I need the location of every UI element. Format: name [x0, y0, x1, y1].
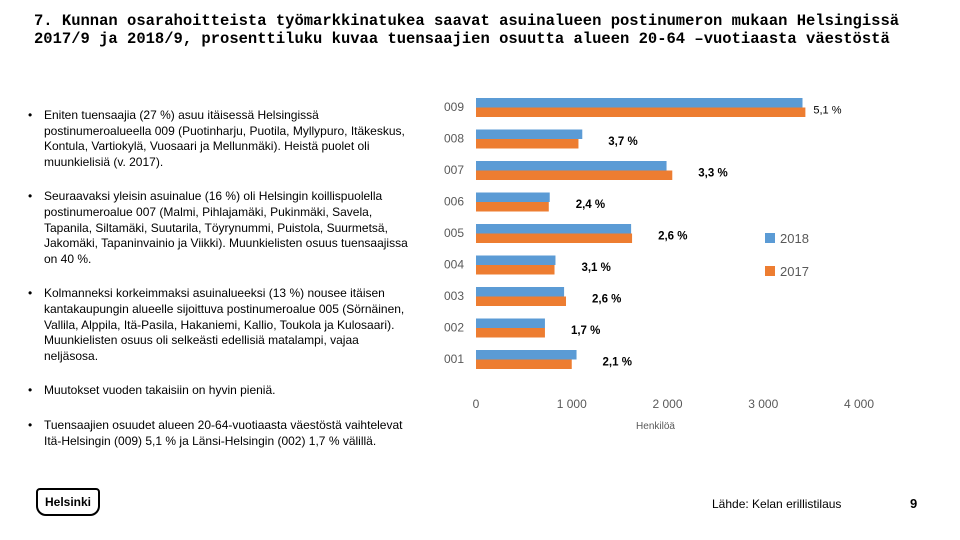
legend-label: 2018	[780, 231, 809, 246]
bullet-dot: •	[28, 286, 33, 301]
bar-2017	[476, 328, 545, 338]
bullet-text: Tuensaajien osuudet alueen 20-64-vuotiaa…	[44, 417, 403, 448]
x-axis-title: Henkilöä	[636, 421, 675, 432]
bar-2018	[476, 318, 545, 328]
x-tick-label: 2 000	[652, 397, 682, 411]
bar-chart: 009 5,1 % 008 3,7 % 007 3,3 % 006 2,4 % 005 2,6 %…	[444, 98, 874, 432]
category-label: 003	[444, 289, 464, 303]
bullet-dot: •	[28, 108, 33, 122]
bullet-item: • Muutokset vuoden takaisiin on hyvin pie…	[24, 383, 414, 399]
x-tick-label: 4 000	[844, 397, 874, 411]
slide-title: 7. Kunnan osarahoitteista työmarkkinatuk…	[34, 12, 900, 48]
bar-2018	[476, 98, 803, 108]
source-note: Lähde: Kelan erillistilaus	[712, 497, 842, 511]
bar-2017	[476, 202, 549, 212]
legend-label: 2017	[780, 264, 809, 279]
x-tick-label: 3 000	[748, 397, 778, 411]
bullet-text: Eniten tuensaajia (27 %) asuu itäisessä …	[44, 108, 405, 169]
bar-2018	[476, 161, 667, 171]
bullet-dot: •	[28, 189, 33, 204]
bar-2018	[476, 192, 550, 202]
page-number: 9	[910, 496, 918, 511]
data-label: 3,1 %	[581, 262, 610, 274]
bullet-item: • Eniten tuensaajia (27 %) asuu itäisessä…	[24, 108, 414, 170]
bullet-item: • Kolmanneksi korkeimmaksi asuinalueeksi …	[24, 286, 414, 364]
category-label: 008	[444, 132, 464, 146]
data-label: 2,1 %	[603, 357, 632, 369]
category-label: 006	[444, 195, 464, 209]
bullet-dot: •	[28, 383, 33, 398]
bullet-list: • Eniten tuensaajia (27 %) asuu itäisessä…	[24, 108, 414, 468]
data-label: 3,7 %	[608, 136, 637, 148]
bar-2017	[476, 359, 572, 369]
data-label: 3,3 %	[698, 168, 727, 180]
data-label: 1,7 %	[571, 325, 600, 337]
bar-2018	[476, 255, 556, 265]
bar-2018	[476, 129, 583, 139]
helsinki-logo: Helsinki	[36, 488, 100, 516]
bar-2018	[476, 350, 577, 360]
x-tick-label: 0	[473, 397, 480, 411]
data-label: 2,4 %	[576, 199, 605, 211]
bullet-dot: •	[28, 417, 33, 432]
bar-2018	[476, 224, 632, 234]
bullet-text: Muutokset vuoden takaisiin on hyvin pien…	[44, 383, 276, 398]
bullet-text: Kolmanneksi korkeimmaksi asuinalueeksi (…	[44, 286, 405, 363]
data-label: 2,6 %	[592, 294, 621, 306]
bar-2017	[476, 233, 633, 243]
category-label: 001	[444, 352, 464, 366]
data-label: 5,1 %	[813, 105, 841, 117]
bullet-text: Seuraavaksi yleisin asuinalue (16 %) oli…	[44, 189, 408, 266]
bullet-item: • Seuraavaksi yleisin asuinalue (16 %) ol…	[24, 189, 414, 267]
bar-2017	[476, 107, 806, 117]
category-label: 005	[444, 226, 464, 240]
bar-2018	[476, 287, 565, 297]
x-tick-label: 1 000	[557, 397, 587, 411]
bar-2017	[476, 296, 567, 306]
bar-2017	[476, 265, 555, 275]
legend-swatch-2018	[765, 233, 775, 243]
bar-2017	[476, 170, 673, 180]
category-label: 007	[444, 163, 464, 177]
legend-swatch-2017	[765, 266, 775, 276]
bullet-item: • Tuensaajien osuudet alueen 20-64-vuotia…	[24, 418, 414, 449]
category-label: 004	[444, 258, 464, 272]
data-label: 2,6 %	[658, 231, 687, 243]
category-label: 009	[444, 100, 464, 114]
category-label: 002	[444, 321, 464, 335]
bar-2017	[476, 139, 579, 149]
